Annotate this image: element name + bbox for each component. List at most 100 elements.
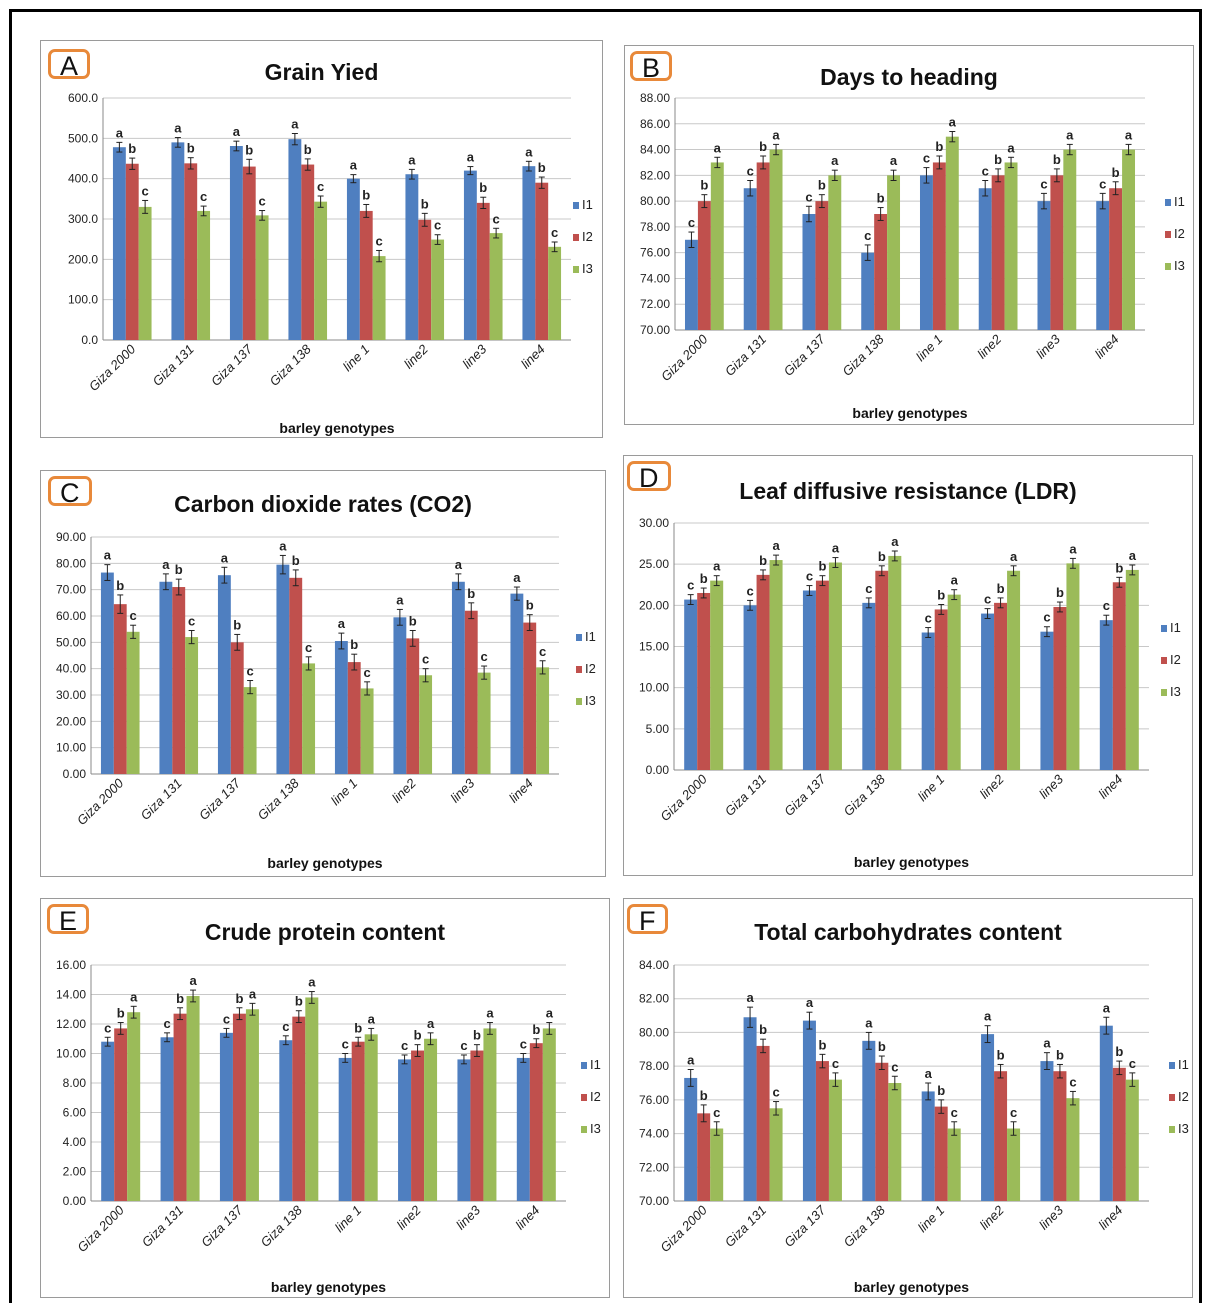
x-tick-label: line3: [1036, 1202, 1067, 1233]
significance-letter: a: [396, 592, 404, 607]
legend-swatch: [1165, 199, 1171, 206]
chart-title: Days to heading: [820, 64, 998, 90]
y-tick-label: 0.00: [63, 1194, 87, 1208]
panel-e-crude-protein: E Crude protein content 0.00 2.00 4.00 6.00…: [40, 898, 610, 1298]
legend-label: I1: [582, 197, 593, 212]
significance-letter: b: [818, 1037, 826, 1052]
x-tick-label: line 1: [332, 1203, 365, 1236]
bar-i1: [334, 641, 348, 774]
bar-i3: [483, 1028, 497, 1201]
bar-i3: [710, 580, 724, 770]
significance-letter: a: [806, 995, 814, 1010]
significance-letter: c: [163, 1016, 170, 1031]
significance-letter: c: [865, 581, 872, 596]
bar-i2: [418, 219, 432, 340]
bar-i2: [464, 610, 478, 774]
bar-i3: [769, 1108, 783, 1201]
significance-letter: a: [513, 570, 521, 585]
bar-i2: [991, 175, 1005, 330]
bar-i2: [347, 662, 361, 774]
bar-i3: [828, 562, 842, 770]
x-tick-label: Giza 138: [254, 775, 302, 823]
bar-i3: [305, 997, 319, 1201]
significance-letter: c: [951, 1105, 958, 1120]
legend-swatch: [576, 698, 582, 705]
bar-i1: [981, 613, 995, 770]
y-tick-label: 14.00: [56, 988, 86, 1002]
significance-letter: b: [176, 991, 184, 1006]
bar-i3: [828, 1079, 842, 1201]
legend-label: I1: [1170, 620, 1181, 635]
bar-i2: [934, 609, 948, 770]
significance-letter: a: [1010, 549, 1018, 564]
bar-i1: [217, 575, 231, 774]
significance-letter: b: [187, 141, 195, 156]
significance-letter: a: [1043, 1036, 1051, 1051]
legend-label: I3: [582, 261, 593, 276]
significance-letter: a: [249, 986, 257, 1001]
bar-i3: [947, 1128, 961, 1201]
legend-swatch: [1169, 1062, 1175, 1069]
bar-i3: [828, 175, 842, 330]
significance-letter: b: [937, 1083, 945, 1098]
significance-letter: b: [526, 598, 534, 613]
bar-i1: [160, 1037, 174, 1201]
y-tick-label: 30.00: [56, 688, 86, 702]
significance-letter: c: [687, 578, 694, 593]
bar-i1: [802, 590, 816, 770]
y-tick-label: 4.00: [63, 1135, 87, 1149]
bar-i1: [1040, 631, 1054, 770]
x-tick-label: Giza 2000: [657, 771, 710, 824]
chart-svg: 0.0100.0200.0300.0400.0500.0600.0abcGiza…: [68, 91, 593, 436]
bar-i3: [245, 1009, 259, 1201]
significance-letter: a: [546, 1006, 554, 1021]
significance-letter: c: [747, 163, 754, 178]
y-tick-label: 80.00: [56, 556, 86, 570]
significance-letter: b: [700, 1088, 708, 1103]
bar-i1: [405, 174, 419, 340]
significance-letter: b: [479, 180, 487, 195]
panel-letter-a: A: [48, 49, 91, 80]
significance-letter: b: [877, 191, 885, 206]
x-tick-label: Giza 131: [137, 776, 184, 823]
significance-letter: b: [759, 1022, 767, 1037]
y-tick-label: 600.0: [68, 91, 98, 105]
significance-letter: a: [291, 116, 299, 131]
x-tick-label: line2: [977, 1202, 1008, 1233]
chart-svg: 70.00 72.00 74.00 76.00 78.00 80.00 82.00 84.00…: [640, 91, 1185, 421]
y-tick-label: 10.00: [639, 681, 669, 695]
x-tick-label: line4: [1095, 772, 1125, 802]
significance-letter: b: [473, 1028, 481, 1043]
bar-i2: [756, 162, 770, 330]
panel-letter-b: B: [630, 51, 673, 82]
significance-letter: c: [551, 225, 558, 240]
legend-label: I2: [1170, 652, 1181, 667]
bar-i2: [230, 642, 244, 774]
legend-swatch: [1169, 1094, 1175, 1101]
y-tick-label: 70.00: [56, 583, 86, 597]
bar-i3: [945, 136, 959, 330]
bar-i2: [756, 574, 770, 770]
y-tick-label: 80.00: [640, 194, 670, 208]
bar-i2: [756, 1045, 770, 1201]
bar-i1: [919, 175, 933, 330]
y-tick-label: 82.00: [640, 168, 670, 182]
significance-letter: b: [245, 142, 253, 157]
significance-letter: a: [308, 975, 316, 990]
bar-i2: [173, 1013, 187, 1201]
bar-i3: [548, 246, 562, 340]
legend-swatch: [573, 234, 579, 241]
x-tick-label: line2: [401, 341, 432, 372]
y-tick-label: 30.00: [639, 516, 669, 530]
significance-letter: c: [104, 1020, 111, 1035]
bar-i2: [697, 201, 711, 330]
x-tick-label: Giza 138: [258, 1202, 306, 1250]
legend-swatch: [1169, 1126, 1175, 1133]
y-tick-label: 80.00: [639, 1025, 669, 1039]
x-tick-label: Giza 2000: [657, 1202, 710, 1255]
significance-letter: c: [1043, 610, 1050, 625]
significance-letter: a: [951, 573, 959, 588]
significance-letter: a: [1066, 127, 1074, 142]
bar-i3: [710, 162, 724, 330]
bar-i1: [981, 1034, 995, 1201]
